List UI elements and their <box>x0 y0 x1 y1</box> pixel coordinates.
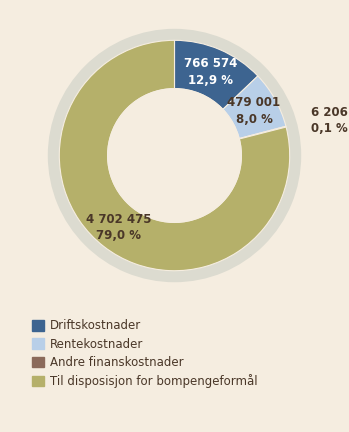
Circle shape <box>108 89 241 222</box>
Text: 4 702 475
79,0 %: 4 702 475 79,0 % <box>86 213 151 242</box>
Wedge shape <box>59 40 290 271</box>
Wedge shape <box>174 40 258 109</box>
Text: 766 574
12,9 %: 766 574 12,9 % <box>184 57 237 86</box>
Wedge shape <box>223 76 286 139</box>
Text: 479 001
8,0 %: 479 001 8,0 % <box>228 96 281 126</box>
Text: 6 206
0,1 %: 6 206 0,1 % <box>311 105 348 135</box>
Wedge shape <box>48 29 301 282</box>
Wedge shape <box>239 126 286 139</box>
Legend: Driftskostnader, Rentekostnader, Andre finanskostnader, Til disposisjon for bomp: Driftskostnader, Rentekostnader, Andre f… <box>30 317 260 391</box>
